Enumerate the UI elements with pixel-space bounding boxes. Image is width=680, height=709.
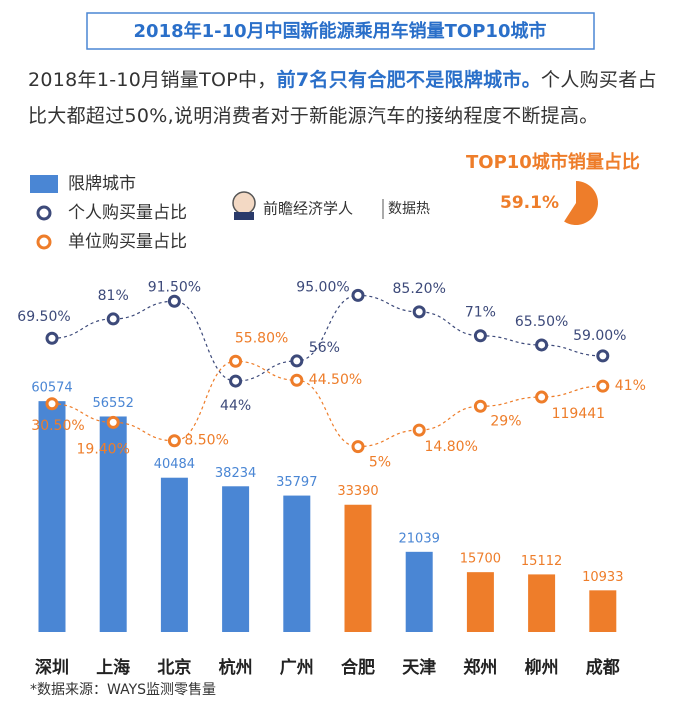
bar [160,477,188,632]
chart-title: 2018年1-10月中国新能源乘用车销量TOP10城市 [134,20,547,42]
line-marker [106,312,120,326]
line-marker [290,354,304,368]
point-label: 55.80% [235,330,288,346]
bar [283,495,311,632]
line-marker [229,374,243,388]
bar-value-label: 21039 [399,531,440,546]
line-marker [535,390,549,404]
point-label: 29% [490,413,521,429]
line-marker [412,305,426,319]
point-label: 8.50% [184,433,228,449]
line-marker [412,423,426,437]
x-tick-label: 柳州 [525,657,559,678]
line-marker [45,397,59,411]
line-marker [596,379,610,393]
line-marker [45,331,59,345]
x-tick-label: 成都 [586,657,620,678]
bar-value-label: 40484 [154,457,195,472]
bar-value-label: 56552 [93,396,134,411]
brand-tag: 数据热 [388,201,430,217]
legend-label: 个人购买量占比 [68,203,187,223]
brand-icon [232,191,256,215]
x-tick-label: 合肥 [341,657,375,678]
point-label: 56% [309,340,340,356]
line-marker [229,354,243,368]
legend-label: 单位购买量占比 [68,232,187,252]
bar-value-label: 15700 [460,552,501,567]
bar-value-label: 38234 [215,466,256,481]
description: 2018年1-10月销量TOP中，前7名只有合肥不是限牌城市。个人购买者占比大都… [28,62,658,134]
inset-title: TOP10城市销量占比 [466,151,640,173]
point-label: 95.00% [296,279,349,295]
bar [528,574,556,632]
x-tick-label: 广州 [280,657,314,678]
point-label: 69.50% [17,309,70,325]
bar-value-label: 33390 [337,484,378,499]
brand-name: 前瞻经济学人 [263,200,353,218]
inset-wedge [564,181,598,225]
legend-swatch [30,175,58,193]
point-label: 5% [369,455,391,471]
bar-value-label: 60574 [31,381,72,396]
point-label: 81% [98,288,129,304]
bar [344,504,372,632]
x-tick-label: 郑州 [463,657,497,678]
point-label: 41% [615,378,646,394]
line-marker [473,329,487,343]
desc-rest: 个人购买者占比大都超过50%,说明消费者对于新能源汽车的接纳程度不断提高。 [28,69,657,127]
desc-lead: 2018年1-10月销量TOP中， [28,69,277,91]
line-marker [167,434,181,448]
point-label: 59.00% [573,328,626,344]
point-label: 14.80% [425,439,478,455]
line-marker [290,373,304,387]
point-label: 85.20% [393,281,446,297]
x-tick-label: 杭州 [219,657,253,678]
title-box [86,12,595,50]
legend-label: 限牌城市 [68,174,136,194]
annotation: 119441 [552,406,605,422]
line-marker [596,349,610,363]
bar-value-label: 35797 [276,475,317,490]
line [51,360,603,448]
x-tick-label: 深圳 [35,657,69,678]
line-marker [106,415,120,429]
legend-swatch [36,205,52,221]
point-label: 44.50% [309,372,362,388]
bar-value-label: 10933 [582,570,623,585]
inset-value: 59.1% [500,193,559,213]
point-label: 71% [465,305,496,321]
bar [405,551,433,632]
x-tick-label: 上海 [96,657,130,678]
desc-highlight: 前7名只有合肥不是限牌城市。 [276,69,542,91]
line-marker [473,399,487,413]
bar [38,401,66,632]
bar [589,590,617,632]
line-marker [535,338,549,352]
line-marker [351,288,365,302]
brand-icon [234,212,254,220]
line-marker [351,440,365,454]
point-label: 65.50% [515,314,568,330]
point-label: 91.50% [148,279,201,295]
line [51,294,603,382]
bar [466,572,494,632]
point-label: 44% [220,398,251,414]
source: *数据来源：WAYS监测零售量 [30,682,216,698]
x-tick-label: 北京 [157,657,191,678]
line-marker [167,294,181,308]
bar [222,486,250,632]
x-tick-label: 天津 [402,657,436,678]
point-label: 19.40% [77,441,130,457]
bar [99,416,127,632]
legend-swatch [36,234,52,250]
point-label: 30.50% [31,418,84,434]
bar-value-label: 15112 [521,554,562,569]
